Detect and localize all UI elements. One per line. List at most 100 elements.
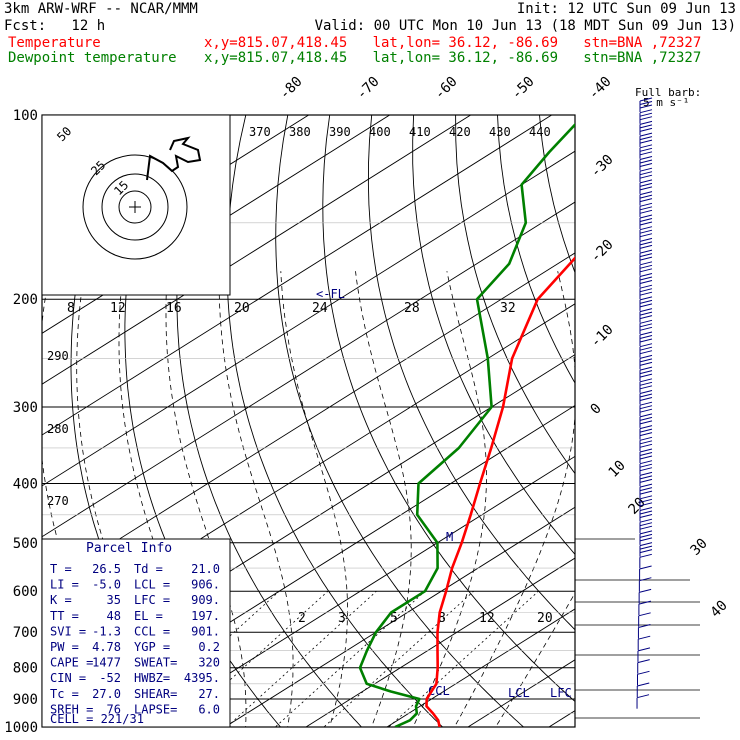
theta-e-tick-390: 390 <box>329 125 351 139</box>
temperature-tick-30: 30 <box>688 536 711 559</box>
wind-barb <box>639 319 653 335</box>
wind-barb <box>639 565 652 580</box>
wind-barb <box>639 167 653 183</box>
kts-tick-8: 8 <box>67 301 75 316</box>
pressure-label-100: 100 <box>13 108 38 124</box>
temperature-tick--50: -50 <box>509 74 538 103</box>
wind-barb <box>639 109 653 124</box>
wind-barb <box>639 507 653 522</box>
legend-dewpoint: Dewpoint temperature <box>8 50 177 66</box>
parcel-row-6: CAPE =1477 SWEAT= 320 <box>50 656 220 670</box>
hodograph-trace <box>146 136 202 181</box>
wind-barb <box>639 144 653 159</box>
wind-barb <box>638 577 652 592</box>
dry-adiabat-line <box>581 115 740 740</box>
dry-adiabat-line <box>707 115 740 740</box>
mixing-ratio-tick-8: 8 <box>438 611 446 626</box>
theta-tick-270: 270 <box>47 494 69 508</box>
temperature-tick--80: -80 <box>277 74 306 103</box>
isotherm-line <box>609 101 740 740</box>
mixing-ratio-tick-3: 3 <box>338 611 346 626</box>
dry-adiabat-line <box>0 115 45 740</box>
isotherm-line <box>690 101 740 740</box>
dry-adiabat-line <box>367 115 575 631</box>
pressure-label-500: 500 <box>13 536 38 552</box>
isotherm-line <box>143 455 575 727</box>
pressure-label-1000: 1000 <box>4 720 38 736</box>
wind-barb <box>639 354 653 370</box>
wind-barb <box>639 495 653 510</box>
moist-adiabat-line <box>355 271 412 727</box>
wind-barb <box>636 670 650 686</box>
wind-barb <box>639 296 653 311</box>
hodograph-ring-0 <box>118 190 152 224</box>
parcel-info-frame <box>41 538 231 728</box>
temperature-tick-10: 10 <box>606 458 629 481</box>
kts-tick-24: 24 <box>312 301 328 316</box>
parcel-row-7: CIN = -52 HWBZ= 4395. <box>50 671 220 685</box>
kts-tick-12: 12 <box>110 301 126 316</box>
mixing-ratio-line <box>388 590 539 727</box>
dewpoint-profile-line <box>358 122 575 727</box>
lcl-label: LCL <box>508 686 530 700</box>
wind-barb <box>637 624 651 639</box>
wind-barb <box>638 600 652 616</box>
valid-time: Valid: 00 UTC Mon 10 Jun 13 (18 MDT Sun … <box>314 18 736 34</box>
mixing-ratio-tick-12: 12 <box>479 611 495 626</box>
mixing-ratio-line <box>274 590 426 727</box>
moist-adiabat-line <box>280 271 348 727</box>
wind-barb <box>639 343 653 358</box>
wind-barb <box>638 588 652 604</box>
legend-temperature: Temperature <box>8 35 101 51</box>
theta-e-tick-410: 410 <box>409 125 431 139</box>
wind-barb <box>639 191 653 206</box>
pressure-label-200: 200 <box>13 292 38 308</box>
wind-barb <box>639 226 653 241</box>
wind-barb <box>639 378 653 393</box>
hodograph-ring-1 <box>101 173 169 241</box>
wind-barb <box>636 694 650 709</box>
wind-barb <box>639 214 653 229</box>
dry-adiabat-line <box>176 115 363 727</box>
wind-barb <box>639 308 653 323</box>
parcel-info-title: Parcel Info <box>86 541 172 556</box>
barb-legend-line1: Full barb: <box>635 86 701 99</box>
pressure-label-900: 900 <box>13 692 38 708</box>
pressure-label-800: 800 <box>13 661 38 677</box>
isotherm-line <box>42 150 575 487</box>
pressure-label-400: 400 <box>13 476 38 492</box>
wind-barb <box>639 156 653 171</box>
theta-tick-290: 290 <box>47 349 69 363</box>
dry-adiabat-line <box>412 115 575 556</box>
theta-e-tick-430: 430 <box>489 125 511 139</box>
wind-barb <box>639 471 653 487</box>
barb-legend-line2: 5 m s⁻¹ <box>643 96 689 109</box>
isotherm-line <box>42 201 575 538</box>
mixing-ratio-line <box>226 590 377 727</box>
kts-tick-28: 28 <box>404 301 420 316</box>
parcel-row-9: SREH = 76 LAPSE= 6.0 <box>50 702 220 716</box>
parcel-row-5: PW = 4.78 YGP = 0.2 <box>50 640 220 654</box>
wind-barb <box>639 179 653 194</box>
mixing-ratio-tick-2: 2 <box>298 611 306 626</box>
temperature-tick--20: -20 <box>588 237 617 266</box>
parcel-row-0: T = 26.5 Td = 21.0 <box>50 562 220 576</box>
isotherm-line <box>224 506 575 727</box>
dry-adiabat-line <box>497 115 575 384</box>
theta-e-tick-420: 420 <box>449 125 471 139</box>
moist-adiabat-line <box>218 271 294 727</box>
parcel-row-2: K = 35 LFC = 909. <box>50 593 220 607</box>
sounding-profiles <box>358 122 575 727</box>
isotherm-line <box>305 557 575 727</box>
pressure-label-300: 300 <box>13 400 38 416</box>
pressure-label-600: 600 <box>13 584 38 600</box>
wind-barb <box>639 237 653 253</box>
freezing-level-label: <-FL <box>316 287 345 301</box>
lfc-label: LFC <box>550 686 572 700</box>
temperature-tick--30: -30 <box>588 152 617 181</box>
wind-barb <box>639 249 653 265</box>
wind-barb <box>639 284 653 300</box>
theta-e-tick-380: 380 <box>289 125 311 139</box>
wind-barb <box>639 436 653 452</box>
location-temperature: x,y=815.07,418.45 lat,lon= 36.12, -86.69… <box>204 35 702 51</box>
